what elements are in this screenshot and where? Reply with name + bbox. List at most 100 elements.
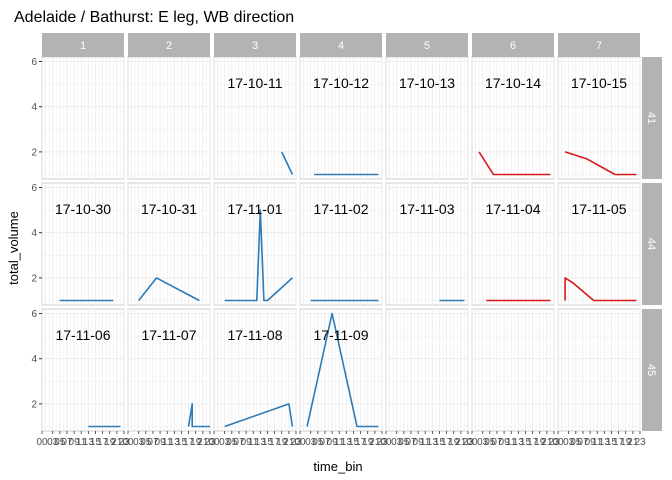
x-tick-label: 09: [327, 437, 339, 448]
column-strip-6: [472, 33, 554, 57]
panel-date-label: 17-10-31: [141, 201, 197, 217]
x-tick-label: 21: [111, 437, 123, 448]
x-tick-label: 11: [76, 437, 87, 448]
panel-date-label: 17-10-15: [571, 75, 627, 91]
series-line: [187, 403, 210, 428]
x-tick-label: 23: [462, 437, 474, 448]
x-tick-label: 15: [606, 437, 618, 448]
x-tick-label: 05: [312, 437, 324, 448]
panel-date-label: 17-11-01: [227, 201, 282, 217]
series-line: [306, 312, 379, 428]
x-tick-label: 21: [369, 437, 381, 448]
x-tick-label: 07: [233, 437, 245, 448]
panel-background: [213, 56, 297, 180]
column-strip-label: 7: [596, 40, 602, 52]
x-tick-label: 13: [599, 437, 611, 448]
x-tick-label: 19: [190, 437, 202, 448]
series-line: [224, 403, 294, 428]
x-axis-title: time_bin: [313, 459, 362, 474]
x-tick-label: 07: [61, 437, 73, 448]
column-strip-3: [214, 33, 296, 57]
panel-background: [471, 182, 555, 306]
panel-r44-c2: 17-10-31: [127, 182, 211, 306]
panel-background: [213, 308, 297, 432]
column-strip-4: [300, 33, 382, 57]
x-tick-label: 03: [47, 437, 59, 448]
x-tick-label: 15: [434, 437, 446, 448]
column-strip-label: 6: [510, 40, 516, 52]
x-tick-label: 03: [305, 437, 317, 448]
x-tick-label: 07: [405, 437, 417, 448]
x-tick-label: 05: [570, 437, 582, 448]
column-strip-label: 1: [80, 40, 86, 52]
panel-date-label: 17-11-09: [313, 327, 368, 343]
x-tick-label: 00: [36, 437, 48, 448]
x-tick-label: 19: [534, 437, 546, 448]
panel-date-label: 17-11-04: [485, 201, 540, 217]
y-tick-label: 2: [31, 147, 37, 158]
panel-r45-c4: 17-11-09: [299, 308, 383, 432]
x-tick-label: 03: [563, 437, 575, 448]
panel-date-label: 17-11-08: [227, 327, 282, 343]
panel-background: [471, 308, 555, 432]
x-tick-label: 11: [162, 437, 173, 448]
y-tick-label: 4: [31, 102, 37, 113]
x-tick-label: 19: [276, 437, 288, 448]
panel-background: [299, 56, 383, 180]
x-tick-label: 13: [341, 437, 353, 448]
panel-date-label: 17-10-14: [485, 75, 541, 91]
x-tick-label: 19: [448, 437, 460, 448]
row-strip-44: [642, 183, 662, 305]
x-tick-label: 23: [290, 437, 302, 448]
panel-background: [385, 182, 469, 306]
x-tick-label: 21: [283, 437, 295, 448]
x-tick-label: 15: [520, 437, 532, 448]
y-tick-label: 6: [31, 57, 37, 68]
x-tick-label: 13: [427, 437, 439, 448]
x-tick-label: 03: [219, 437, 231, 448]
y-axis-title: total_volume: [6, 211, 21, 285]
x-tick-label: 07: [147, 437, 159, 448]
row-strip-41: [642, 57, 662, 179]
x-tick-label: 17: [183, 437, 195, 448]
x-tick-label: 23: [376, 437, 388, 448]
x-tick-label: 17: [97, 437, 109, 448]
x-tick-label: 00: [294, 437, 306, 448]
panel-date-label: 17-10-30: [55, 201, 111, 217]
panel-date-label: 17-11-05: [571, 201, 626, 217]
panel-r45-c6: [471, 308, 555, 432]
y-tick-label: 4: [31, 228, 37, 239]
panel-date-label: 17-11-03: [399, 201, 454, 217]
x-tick-label: 03: [133, 437, 145, 448]
x-tick-label: 15: [90, 437, 102, 448]
x-tick-label: 00: [552, 437, 564, 448]
x-tick-label: 00: [122, 437, 134, 448]
x-tick-label: 13: [169, 437, 181, 448]
x-tick-label: 09: [155, 437, 167, 448]
panel-r41-c5: 17-10-13: [385, 56, 469, 180]
y-tick-label: 6: [31, 309, 37, 320]
panel-r44-c6: 17-11-04: [471, 182, 555, 306]
panel-r44-c4: 17-11-02: [299, 182, 383, 306]
x-tick-label: 19: [362, 437, 374, 448]
panel-r44-c5: 17-11-03: [385, 182, 469, 306]
panel-date-label: 17-11-02: [313, 201, 368, 217]
panel-r41-c6: 17-10-14: [471, 56, 555, 180]
x-tick-label: 11: [334, 437, 345, 448]
panel-r41-c1: [41, 56, 125, 180]
x-tick-label: 05: [54, 437, 66, 448]
panel-r45-c2: 17-11-07: [127, 308, 211, 432]
x-tick-label: 00: [208, 437, 220, 448]
x-tick-label: 13: [83, 437, 95, 448]
chart-title: Adelaide / Bathurst: E leg, WB direction: [14, 9, 294, 26]
panel-r45-c3: 17-11-08: [213, 308, 297, 432]
x-tick-label: 21: [455, 437, 467, 448]
x-tick-label: 07: [491, 437, 503, 448]
x-tick-label: 23: [118, 437, 130, 448]
y-tick-label: 6: [31, 183, 37, 194]
x-tick-label: 05: [484, 437, 496, 448]
x-tick-label: 17: [613, 437, 625, 448]
panel-date-label: 17-10-11: [227, 75, 282, 91]
